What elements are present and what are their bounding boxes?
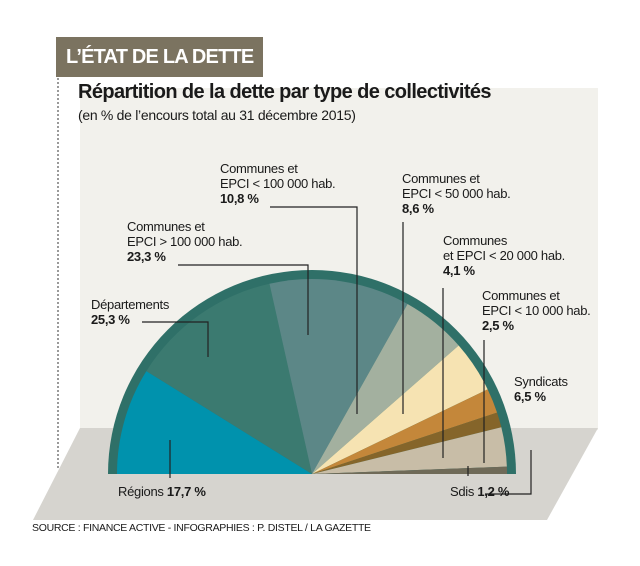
dotted-divider: [57, 78, 59, 468]
label-sdis: Sdis 1,2 %: [450, 484, 509, 499]
label-communes-lt-20000: Communes et EPCI < 20 000 hab. 4,1 %: [443, 233, 565, 278]
chart-title: Répartition de la dette par type de coll…: [78, 81, 492, 103]
pie-slice-communes-et-epci-100-000-hab-: [312, 304, 459, 474]
label-line: Syndicats: [514, 374, 568, 389]
pie-slice-communes-et-epci-50-000-hab-: [312, 345, 488, 474]
pie-slice-communes-et-epci-10-000-hab-: [312, 412, 502, 474]
label-line: et EPCI < 20 000 hab.: [443, 248, 565, 263]
leader-syndicats: [485, 450, 532, 495]
label-line: EPCI < 10 000 hab.: [482, 303, 591, 318]
label-line: Communes et: [220, 161, 298, 176]
label-line: Départements: [91, 297, 170, 312]
label-line: Communes et: [482, 288, 560, 303]
leader-c100k: [270, 206, 358, 414]
label-value: 1,2 %: [477, 484, 510, 499]
label-value: 17,7 %: [166, 484, 206, 499]
label-value: 25,3 %: [91, 312, 130, 327]
label-name: Sdis: [450, 484, 475, 499]
label-value: 10,8 %: [220, 191, 259, 206]
pie-slice-r-gions: [117, 371, 312, 474]
label-departements: Départements 25,3 %: [91, 297, 169, 327]
pie-slice-sdis: [312, 466, 507, 474]
label-line: Communes: [443, 233, 508, 248]
label-line: EPCI < 100 000 hab.: [220, 176, 336, 191]
label-communes-lt-10000: Communes et EPCI < 10 000 hab. 2,5 %: [482, 288, 591, 333]
label-communes-gt-100000: Communes et EPCI > 100 000 hab. 23,3 %: [127, 219, 243, 264]
label-syndicats: Syndicats 6,5 %: [514, 374, 568, 404]
label-line: Communes et: [402, 171, 480, 186]
source-credit: SOURCE : FINANCE ACTIVE - INFOGRAPHIES :…: [32, 522, 371, 534]
section-tag: L’ÉTAT DE LA DETTE: [56, 37, 264, 77]
label-value: 8,6 %: [402, 201, 434, 216]
chart-subtitle: (en % de l’encours total au 31 décembre …: [78, 107, 356, 123]
label-communes-lt-50000: Communes et EPCI < 50 000 hab. 8,6 %: [402, 171, 511, 216]
label-communes-lt-100000: Communes et EPCI < 100 000 hab. 10,8 %: [220, 161, 336, 206]
label-line: Communes et: [127, 219, 205, 234]
label-line: EPCI > 100 000 hab.: [127, 234, 243, 249]
label-name: Régions: [118, 484, 164, 499]
pie-slice-syndicats: [312, 427, 507, 474]
leader-c100k-plus: [178, 264, 309, 335]
label-value: 6,5 %: [514, 389, 546, 404]
label-line: EPCI < 50 000 hab.: [402, 186, 511, 201]
label-value: 4,1 %: [443, 263, 475, 278]
label-regions: Régions 17,7 %: [118, 484, 206, 499]
label-value: 23,3 %: [127, 249, 166, 264]
leader-departements: [142, 321, 209, 357]
label-value: 2,5 %: [482, 318, 514, 333]
pie-slice-communes-et-epci-100-000-hab-: [269, 279, 408, 474]
pie-slice-d-partements: [146, 283, 312, 474]
leader-lines: [142, 206, 532, 495]
pie-slice-communes-et-epci-20-000-hab-: [312, 389, 498, 474]
